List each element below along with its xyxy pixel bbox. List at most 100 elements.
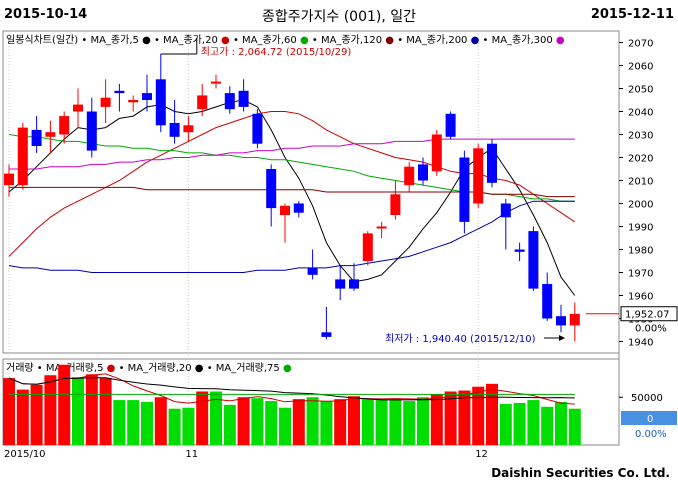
- x-tick-label: 12: [475, 449, 488, 460]
- last-price-label: 1,952.07: [625, 310, 670, 321]
- candle-body: [197, 95, 208, 110]
- price-legend: 일봉식차트(일간) • MA_종가,5 ● • MA_종가,20 ● • MA_…: [6, 34, 565, 46]
- volume-bar: [113, 400, 126, 445]
- volume-bar: [182, 407, 195, 445]
- volume-bar: [403, 401, 416, 445]
- volume-bar: [555, 402, 567, 445]
- volume-bar: [30, 384, 43, 445]
- low-marker-arrow: [559, 335, 565, 341]
- volume-bar: [389, 399, 402, 445]
- volume-bar: [417, 397, 429, 445]
- volume-bar: [127, 400, 140, 445]
- chart-title: 종합주가지수 (001), 일간: [261, 9, 417, 25]
- candle-body: [31, 129, 42, 146]
- volume-bar: [306, 397, 319, 445]
- volume-bar: [334, 399, 347, 445]
- candle-body: [542, 284, 553, 319]
- last-price-box: [620, 306, 678, 322]
- candle-body: [431, 134, 442, 172]
- volume-badge-value: 0: [647, 414, 653, 425]
- volume-bar: [568, 408, 581, 445]
- volume-bar: [196, 391, 209, 445]
- volume-bar: [292, 399, 305, 445]
- price-tick-label: 2040: [628, 108, 653, 119]
- volume-badge: [621, 411, 677, 425]
- volume-bar: [99, 378, 112, 445]
- candle-body: [238, 90, 249, 107]
- volume-bar: [541, 406, 554, 445]
- chart-header: 2015-10-14 종합주가지수 (001), 일간 2015-12-11: [0, 0, 678, 30]
- price-tick-label: 2010: [628, 177, 653, 188]
- volume-tick-label: 50000: [631, 393, 663, 404]
- candle-body: [183, 125, 194, 133]
- price-tick-label: 1960: [628, 292, 653, 303]
- high-annotation: 최고가 : 2,064.72 (2015/10/29): [201, 46, 352, 58]
- candle-body: [418, 164, 428, 181]
- price-tick-label: 2020: [628, 154, 653, 165]
- volume-bar: [58, 364, 71, 445]
- candle-body: [500, 203, 511, 218]
- volume-bar: [223, 404, 236, 445]
- candle-body: [252, 113, 263, 144]
- low-annotation: 최저가 : 1,940.40 (2015/12/10): [385, 333, 536, 345]
- volume-bar: [444, 391, 457, 445]
- volume-bar: [375, 399, 388, 445]
- candle-body: [335, 279, 346, 289]
- candle-body: [211, 81, 221, 84]
- price-tick-label: 1980: [628, 246, 653, 257]
- candle-body: [307, 267, 318, 275]
- volume-bar: [168, 408, 181, 445]
- candle-body: [142, 93, 152, 100]
- volume-bar: [430, 394, 443, 445]
- candle-body: [128, 100, 139, 103]
- candle-body: [114, 90, 125, 94]
- candle-body: [404, 166, 415, 186]
- candle-body: [390, 194, 401, 215]
- volume-bar: [499, 403, 512, 445]
- price-tick-label: 1940: [628, 338, 653, 349]
- candle-body: [17, 127, 28, 186]
- volume-bar: [486, 383, 498, 445]
- price-tick-label: 2060: [628, 62, 653, 73]
- volume-bar: [265, 401, 278, 445]
- volume-bar: [85, 374, 98, 445]
- start-date: 2015-10-14: [4, 7, 88, 22]
- volume-ma-line: [8, 373, 575, 405]
- candle-body: [266, 169, 277, 209]
- candle-body: [293, 203, 304, 213]
- candle-body: [59, 116, 70, 135]
- candle-body: [169, 123, 180, 137]
- end-date: 2015-12-11: [590, 7, 674, 22]
- price-tick-label: 2070: [628, 39, 653, 50]
- candle-body: [280, 205, 290, 215]
- candle-body: [224, 93, 235, 110]
- volume-legend: 거래량 • MA_거래량,5 ● • MA_거래량,20 ● • MA_거래량,…: [6, 362, 292, 374]
- candle-body: [155, 79, 166, 126]
- company-name: Daishin Securities Co. Ltd.: [491, 466, 670, 480]
- price-tick-label: 2030: [628, 131, 653, 142]
- volume-bar: [251, 398, 264, 445]
- volume-bar: [361, 399, 374, 445]
- volume-bar: [141, 402, 153, 445]
- volume-bar: [472, 386, 485, 445]
- volume-bar: [527, 400, 540, 445]
- volume-bar: [154, 397, 167, 445]
- price-tick-label: 2000: [628, 200, 653, 211]
- candle-body: [445, 113, 456, 137]
- candle-body: [487, 143, 497, 183]
- candle-body: [4, 173, 14, 186]
- volume-bar: [72, 377, 84, 445]
- change-pct-label: 0.00%: [635, 324, 667, 335]
- candle-body: [514, 249, 525, 252]
- candle-body: [86, 111, 97, 151]
- volume-bar: [513, 402, 526, 445]
- ma-line: [9, 138, 575, 170]
- candle-body: [556, 316, 566, 326]
- candle-body: [528, 231, 539, 289]
- candle-body: [459, 157, 470, 222]
- volume-bar: [44, 375, 57, 445]
- candle-body: [100, 97, 111, 107]
- volume-bar: [458, 390, 471, 445]
- candle-body: [45, 132, 56, 137]
